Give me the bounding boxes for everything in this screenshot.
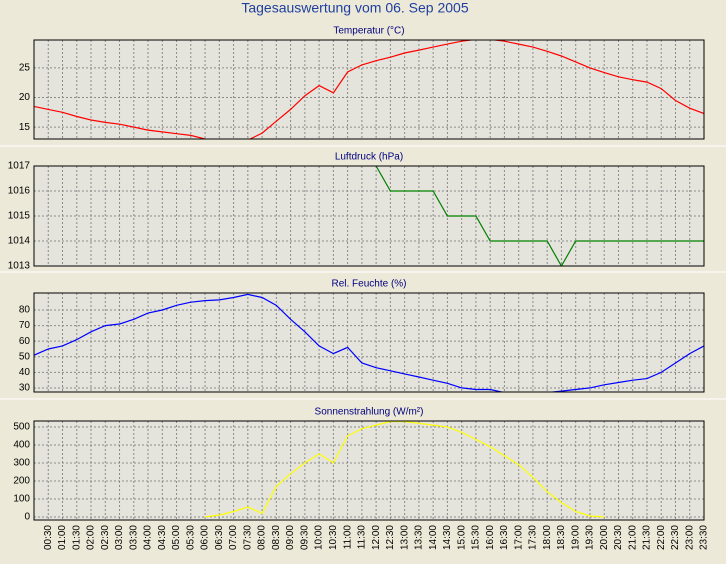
x-tick-label: 06:30 (214, 525, 225, 550)
x-tick-label: 04:00 (143, 525, 154, 550)
x-tick-label: 14:30 (442, 525, 453, 550)
x-tick-label: 06:00 (200, 525, 211, 550)
x-tick-label: 08:00 (257, 525, 268, 550)
x-tick-label: 09:00 (285, 525, 296, 550)
y-tick-label: 400 (13, 440, 30, 451)
x-tick-label: 11:30 (357, 525, 368, 550)
y-tick-label: 200 (13, 476, 30, 487)
y-tick-label: 500 (13, 422, 30, 433)
chart-title: Sonnenstrahlung (W/m²) (315, 407, 424, 418)
x-tick-label: 12:00 (371, 525, 382, 550)
x-tick-label: 13:30 (414, 525, 425, 550)
y-tick-label: 0 (24, 512, 30, 523)
x-tick-label: 09:30 (299, 525, 310, 550)
x-tick-label: 14:00 (428, 525, 439, 550)
x-tick-label: 22:30 (670, 525, 681, 550)
x-tick-label: 15:00 (456, 525, 467, 550)
y-tick-label: 20 (19, 92, 31, 103)
x-tick-label: 03:00 (114, 525, 125, 550)
x-tick-label: 20:30 (613, 525, 624, 550)
x-tick-label: 10:00 (314, 525, 325, 550)
x-tick-label: 01:30 (71, 525, 82, 550)
y-tick-label: 25 (19, 63, 31, 74)
x-tick-label: 21:30 (642, 525, 653, 550)
x-tick-label: 11:00 (342, 525, 353, 550)
x-tick-label: 19:30 (585, 525, 596, 550)
x-tick-label: 07:30 (242, 525, 253, 550)
x-tick-label: 17:00 (513, 525, 524, 550)
x-tick-label: 18:00 (542, 525, 553, 550)
x-tick-label: 16:30 (499, 525, 510, 550)
chart-title: Temperatur (°C) (333, 26, 404, 37)
x-tick-label: 18:30 (556, 525, 567, 550)
x-tick-label: 19:00 (570, 525, 581, 550)
y-tick-label: 1014 (8, 236, 31, 247)
x-tick-label: 20:00 (599, 525, 610, 550)
x-tick-label: 05:30 (185, 525, 196, 550)
plot-border (33, 165, 705, 267)
x-tick-label: 21:00 (627, 525, 638, 550)
x-tick-label: 17:30 (528, 525, 539, 550)
x-tick-label: 13:00 (399, 525, 410, 550)
x-tick-label: 05:00 (171, 525, 182, 550)
chart-title: Luftdruck (hPa) (335, 152, 403, 163)
y-tick-label: 80 (19, 305, 31, 316)
plot-border (33, 39, 705, 140)
plot-area (34, 166, 704, 266)
x-tick-label: 12:30 (385, 525, 396, 550)
x-tick-label: 00:30 (43, 525, 54, 550)
x-tick-label: 23:00 (684, 525, 695, 550)
plot-border (33, 420, 705, 521)
plot-area (34, 421, 704, 520)
plot-area (34, 293, 704, 392)
x-tick-label: 07:00 (228, 525, 239, 550)
data-line (34, 293, 704, 392)
y-tick-label: 70 (19, 320, 31, 331)
page-title: Tagesauswertung vom 06. Sep 2005 (241, 0, 468, 16)
y-tick-label: 300 (13, 458, 30, 469)
y-tick-label: 1017 (8, 161, 31, 172)
x-tick-label: 08:30 (271, 525, 282, 550)
x-tick-label: 04:30 (157, 525, 168, 550)
y-tick-label: 30 (19, 383, 31, 394)
x-tick-label: 16:00 (485, 525, 496, 550)
chart-title: Rel. Feuchte (%) (331, 279, 406, 290)
y-tick-label: 60 (19, 336, 31, 347)
y-tick-label: 100 (13, 494, 30, 505)
y-tick-label: 50 (19, 351, 31, 362)
x-tick-label: 10:30 (328, 525, 339, 550)
plot-area (34, 40, 704, 139)
y-tick-label: 1016 (8, 186, 31, 197)
x-tick-label: 03:30 (128, 525, 139, 550)
x-tick-label: 02:30 (100, 525, 111, 550)
x-tick-label: 22:00 (656, 525, 667, 550)
x-tick-label: 23:30 (699, 525, 710, 550)
x-tick-label: 15:30 (471, 525, 482, 550)
y-tick-label: 15 (19, 122, 31, 133)
x-tick-label: 01:00 (57, 525, 68, 550)
y-tick-label: 40 (19, 367, 31, 378)
plot-border (33, 292, 705, 393)
x-tick-label: 02:00 (86, 525, 97, 550)
data-line (34, 40, 704, 139)
data-line (375, 166, 704, 266)
y-tick-label: 1015 (8, 211, 31, 222)
y-tick-label: 1013 (8, 261, 31, 272)
